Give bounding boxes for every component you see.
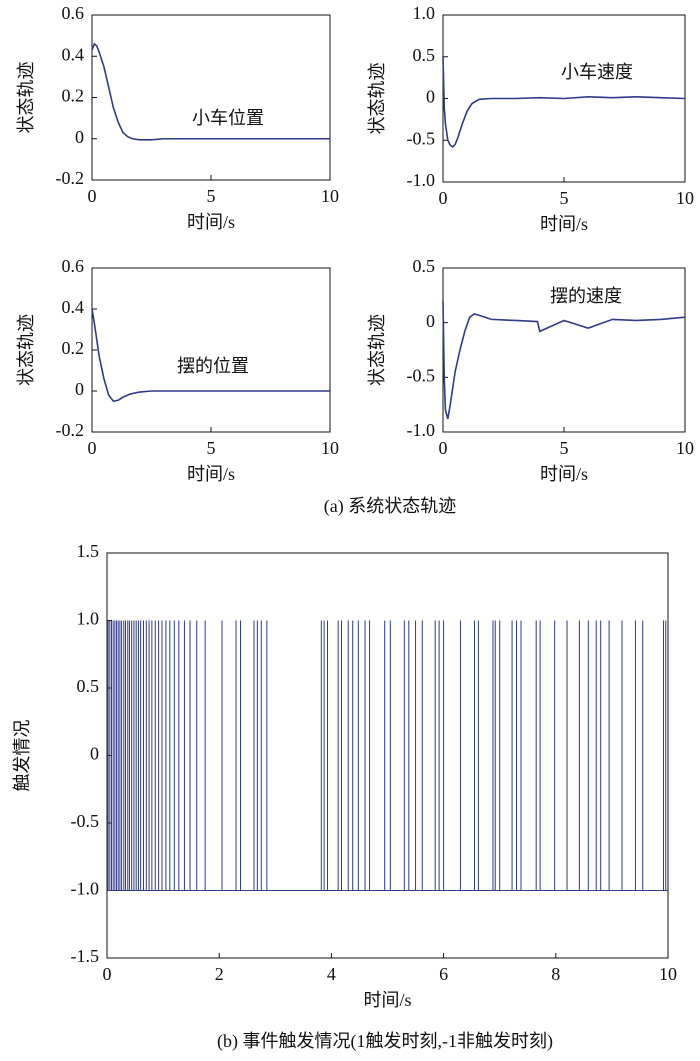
y-tick-label: 0.5 [413,45,436,65]
x-axis-label: 时间/s [540,464,588,484]
y-tick-label: -1.5 [71,946,100,966]
y-tick-label: 1.0 [413,3,436,23]
data-line [91,308,330,403]
x-axis-label: 时间/s [187,464,235,484]
y-tick-label: 0.4 [62,297,85,317]
y-tick-label: -1.0 [407,170,436,190]
annotation: 摆的位置 [177,356,249,376]
x-tick-label: 0 [88,186,97,206]
y-tick-label: 1.5 [77,541,100,561]
x-tick-label: 0 [439,188,448,208]
y-tick-label: 0.6 [62,256,85,276]
y-tick-label: -1.0 [407,420,436,440]
plot-frame [91,14,331,181]
x-tick-label: 10 [321,438,339,458]
y-tick-label: 0 [426,311,435,331]
x-axis-label: 时间/s [540,214,588,234]
x-axis-label: 时间/s [363,990,411,1010]
plot-frame [106,552,669,959]
x-tick-label: 10 [321,186,339,206]
x-tick-label: 0 [439,438,448,458]
y-tick-label: 0.2 [62,338,85,358]
y-tick-label: 1.0 [77,609,100,629]
x-tick-label: 8 [551,964,560,984]
x-tick-label: 5 [207,438,216,458]
x-tick-label: 10 [676,188,694,208]
y-tick-label: -0.5 [407,128,436,148]
y-tick-label: 0.4 [62,44,85,64]
y-tick-label: -0.5 [71,811,100,831]
y-axis-label: 状态轨迹 [16,62,36,134]
caption: (a) 系统状态轨迹 [324,496,456,517]
data-line [442,56,686,148]
x-axis-label: 时间/s [187,212,235,232]
annotation: 小车速度 [561,62,633,82]
y-tick-label: 0.6 [62,3,85,23]
y-axis-label: 状态轨迹 [16,314,36,386]
y-axis-label: 状态轨迹 [367,63,387,135]
y-tick-label: 0.5 [413,256,436,276]
y-axis-label: 触发情况 [12,720,32,792]
annotation: 小车位置 [192,108,264,128]
y-tick-label: 0 [426,87,435,107]
x-tick-label: 5 [560,438,569,458]
x-tick-label: 0 [103,964,112,984]
x-tick-label: 5 [560,188,569,208]
x-tick-label: 10 [676,438,694,458]
y-tick-label: -0.2 [56,168,85,188]
y-tick-label: -1.0 [71,879,100,899]
y-tick-label: 0 [75,127,84,147]
annotation: 摆的速度 [550,286,622,306]
y-tick-label: 0.2 [62,86,85,106]
y-axis-label: 状态轨迹 [367,314,387,386]
y-tick-label: 0.5 [77,676,100,696]
y-tick-label: 0 [75,379,84,399]
x-tick-label: 10 [659,964,677,984]
x-tick-label: 4 [327,964,336,984]
data-line [91,42,330,141]
caption: (b) 事件触发情况(1触发时刻,-1非触发时刻) [217,1031,553,1052]
x-tick-label: 2 [215,964,224,984]
x-tick-label: 6 [439,964,448,984]
plot-frame [91,267,331,433]
y-tick-label: 0 [90,744,99,764]
data-line [442,300,686,420]
x-tick-label: 0 [88,438,97,458]
y-tick-label: -0.2 [56,420,85,440]
x-tick-label: 5 [207,186,216,206]
y-tick-label: -0.5 [407,365,436,385]
